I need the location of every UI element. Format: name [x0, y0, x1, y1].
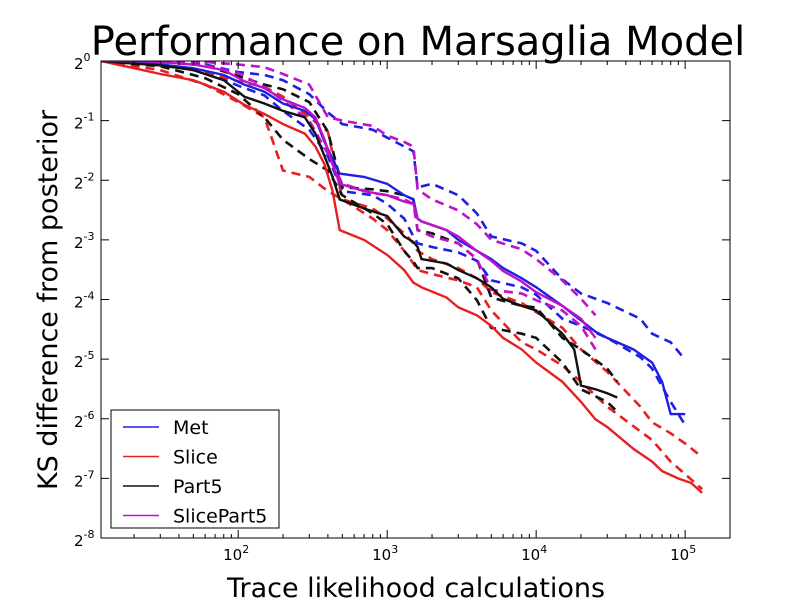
plot-frame	[100, 60, 731, 539]
legend-box	[110, 409, 280, 529]
y-tick-label: 2-8	[74, 528, 95, 550]
legend-label-slicepart5: SlicePart5	[173, 506, 267, 528]
series-part5-lower-line	[101, 61, 619, 413]
series-part5-mean-line	[101, 61, 618, 399]
x-tick-label: 105	[670, 543, 696, 564]
y-tick-label: 2-5	[74, 349, 95, 371]
x-axis-label: Trace likelihood calculations	[226, 573, 605, 604]
legend-label-met: Met	[173, 417, 209, 439]
y-axis-label: KS difference from posterior	[33, 109, 64, 490]
axis-ticks: 102 103 104 105 20 2-1 2-2 2-3 2-4 2-5 2-6 2-7 2-8	[74, 51, 731, 564]
series-met-upper-line	[101, 61, 687, 361]
y-tick-label: 2-7	[74, 468, 95, 490]
series-slicepart5-mean-line	[101, 61, 597, 339]
x-tick-label: 102	[223, 543, 249, 564]
x-tick-label: 103	[372, 543, 398, 564]
x-tick-label: 104	[521, 543, 547, 564]
chart-title: Performance on Marsaglia Model	[91, 19, 746, 65]
y-tick-label: 2-3	[74, 230, 95, 252]
y-tick-label: 20	[74, 51, 91, 73]
series-slicepart5-lower-line	[101, 61, 597, 351]
legend-label-part5: Part5	[173, 476, 223, 498]
y-tick-label: 2-6	[74, 409, 95, 431]
legend-label-slice: Slice	[173, 447, 218, 469]
y-tick-label: 2-1	[74, 111, 95, 133]
series-slice-lower-line	[101, 61, 703, 491]
y-tick-label: 2-4	[74, 290, 95, 312]
series-slice-mean-line	[101, 61, 703, 494]
y-tick-label: 2-2	[74, 170, 95, 192]
series-slicepart5-upper-line	[101, 61, 597, 317]
plot-area	[101, 61, 703, 494]
